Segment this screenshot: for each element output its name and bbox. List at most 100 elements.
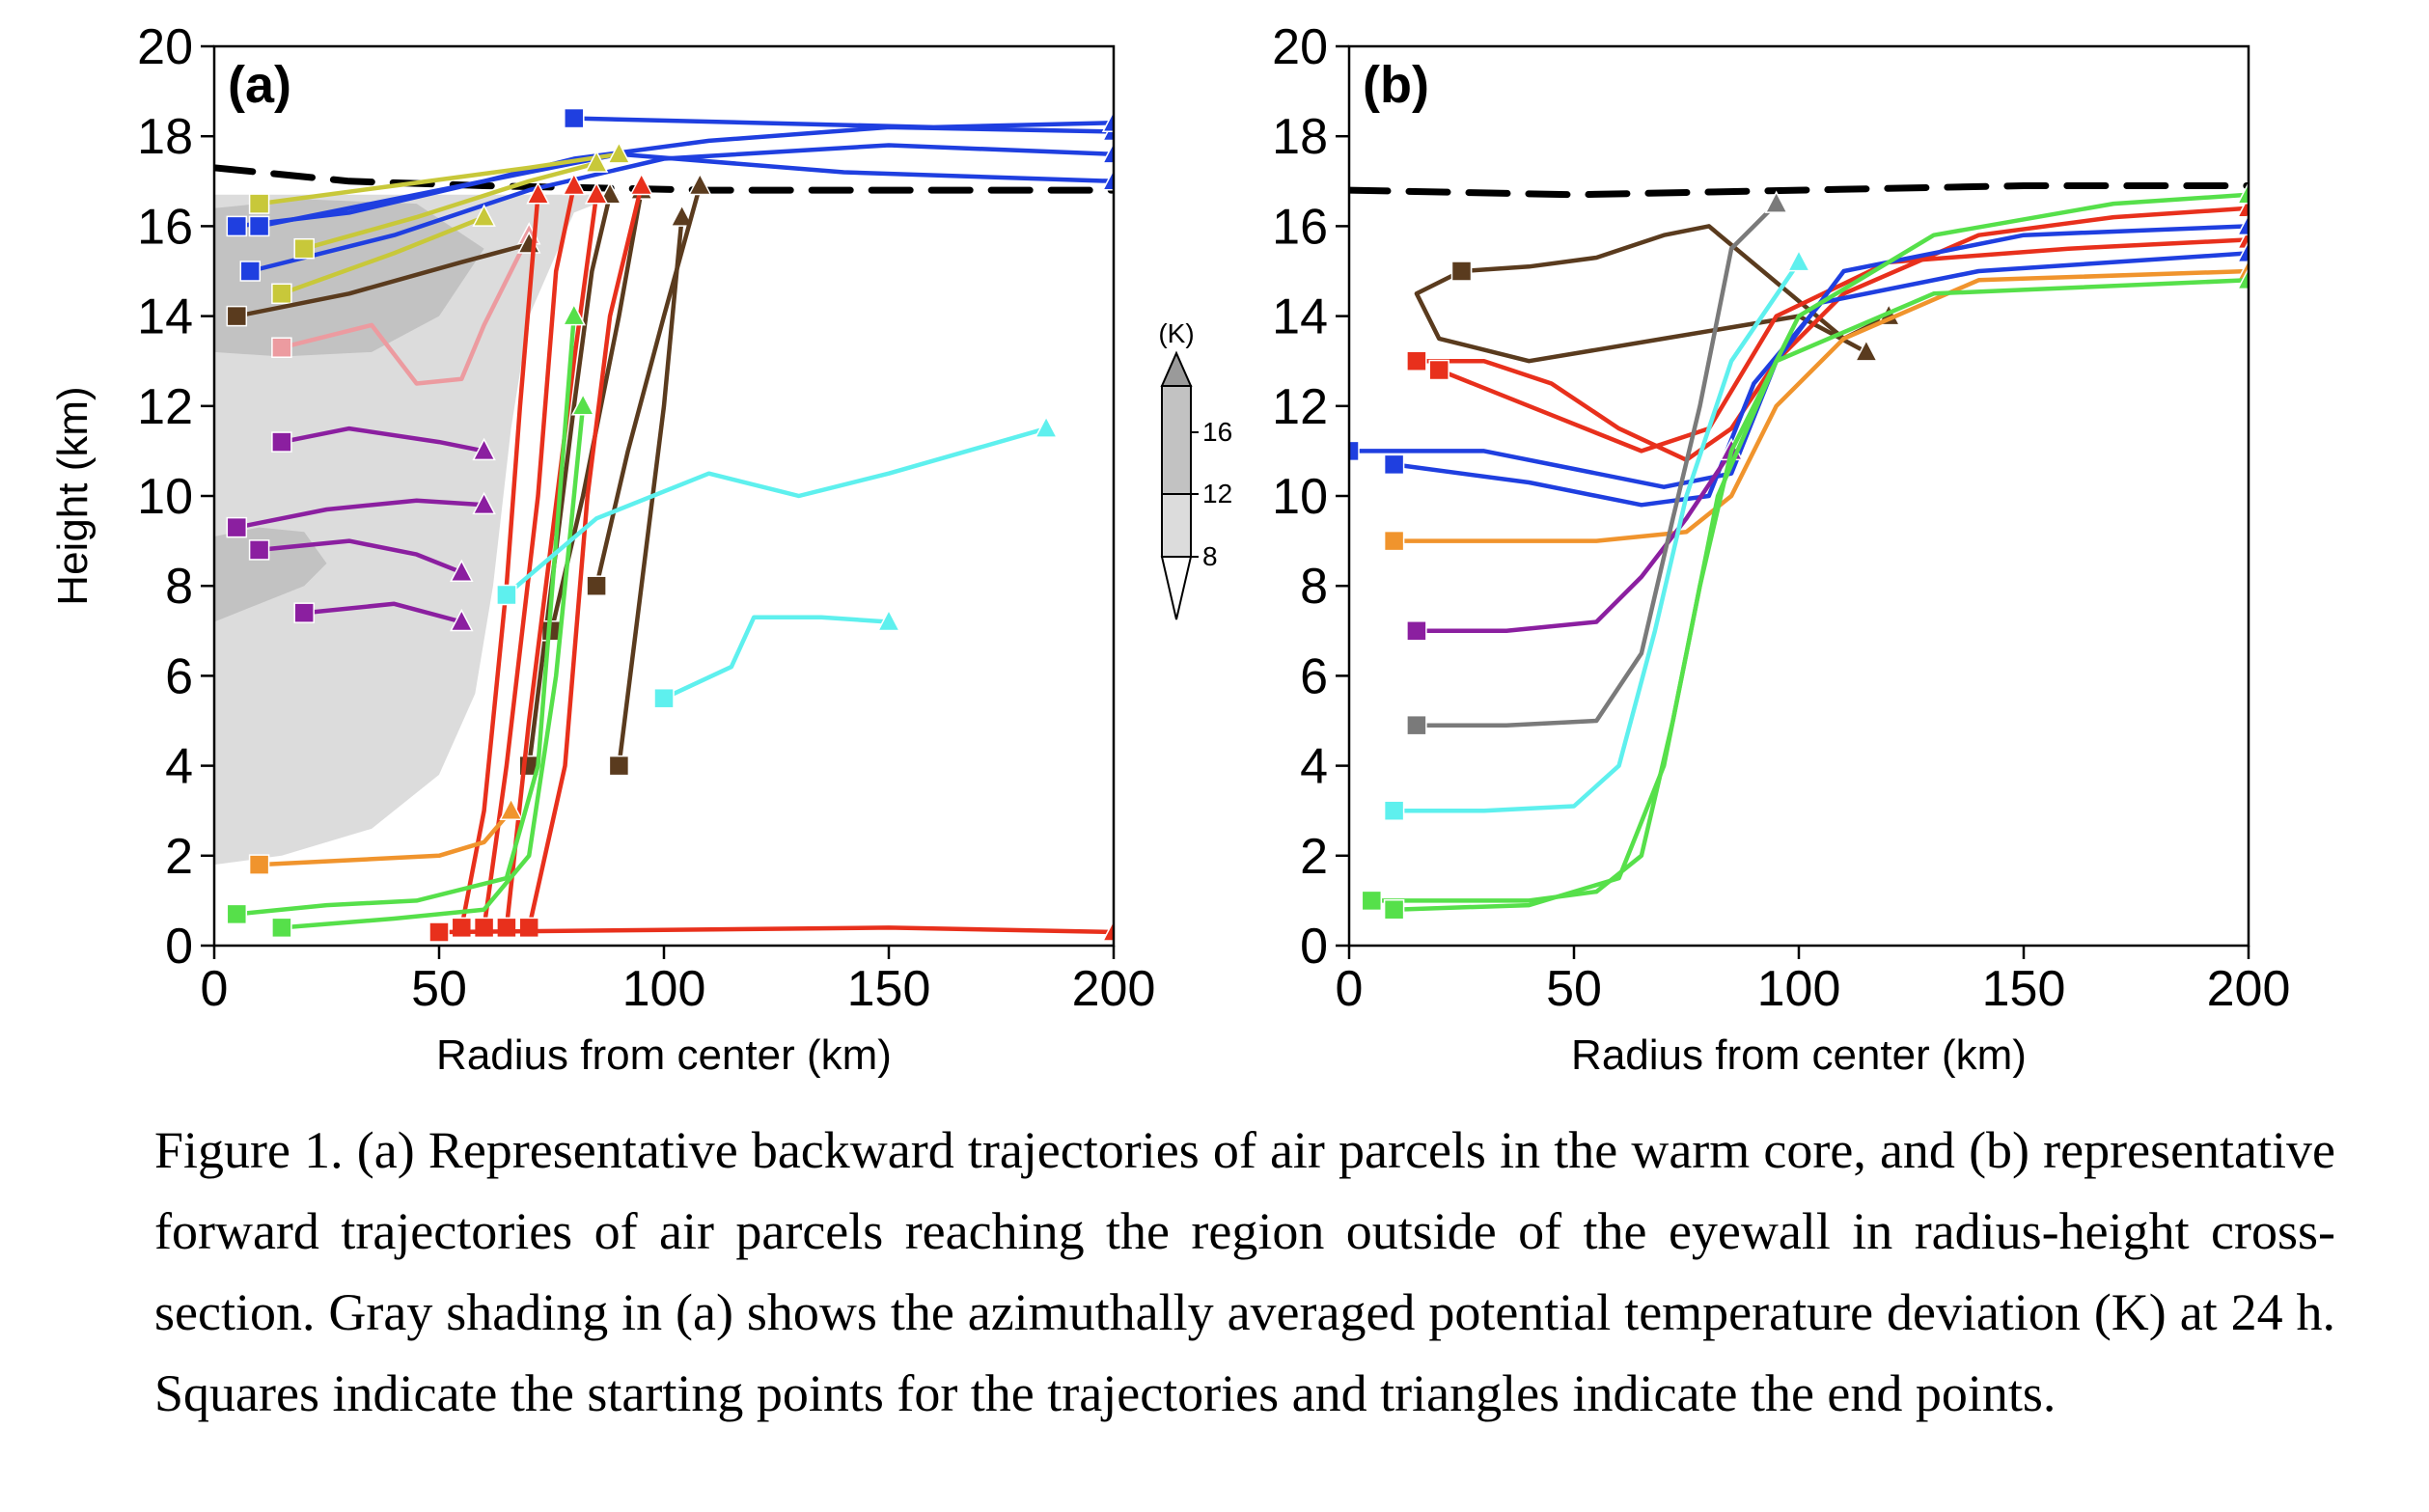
trajectory-line-6 bbox=[1392, 251, 2249, 508]
x-axis-label: Radius from center (km) bbox=[1571, 1031, 2027, 1079]
y-axis-label: Height (km) bbox=[49, 386, 97, 605]
trajectory-line-16 bbox=[257, 538, 464, 575]
x-tick-label: 50 bbox=[411, 961, 467, 1017]
y-tick-label: 0 bbox=[1300, 919, 1328, 975]
trajectory-line-24 bbox=[235, 314, 577, 917]
end-triangle-marker bbox=[1854, 339, 1879, 362]
panel-label: (a) bbox=[228, 56, 291, 114]
start-square-marker bbox=[451, 917, 473, 939]
end-triangle-marker bbox=[450, 608, 474, 632]
colorbar-top-triangle bbox=[1160, 350, 1193, 387]
start-square-marker bbox=[1361, 890, 1383, 912]
trajectory-line-4 bbox=[571, 116, 1114, 130]
start-square-marker bbox=[226, 903, 248, 925]
trajectory-line-23 bbox=[257, 808, 513, 867]
start-square-marker bbox=[496, 584, 517, 606]
x-tick-label: 200 bbox=[2207, 961, 2291, 1017]
colorbar-tick-12: 12 bbox=[1202, 479, 1232, 509]
start-square-marker bbox=[293, 237, 315, 260]
end-triangle-marker bbox=[1764, 190, 1788, 213]
y-tick-label: 4 bbox=[1300, 739, 1328, 795]
trajectory-line-0 bbox=[1349, 182, 2249, 199]
end-triangle-marker bbox=[2236, 212, 2249, 236]
start-square-marker bbox=[428, 921, 450, 943]
start-square-marker bbox=[1383, 800, 1405, 821]
start-square-marker bbox=[1383, 454, 1405, 476]
y-tick-label: 20 bbox=[1272, 19, 1328, 75]
y-tick-label: 18 bbox=[137, 109, 193, 165]
x-tick-label: 0 bbox=[1336, 961, 1364, 1017]
plot-area bbox=[1349, 181, 2249, 921]
y-tick-label: 12 bbox=[137, 379, 193, 435]
end-triangle-marker bbox=[607, 141, 631, 164]
trajectory-line-8 bbox=[1414, 449, 1734, 634]
colorbar-unit: (K) bbox=[1158, 318, 1194, 348]
end-triangle-marker bbox=[570, 393, 595, 416]
end-triangle-marker bbox=[1786, 249, 1811, 272]
trajectory-line-21 bbox=[526, 183, 644, 930]
x-tick-label: 100 bbox=[622, 961, 706, 1017]
trajectory-line-15 bbox=[235, 498, 486, 530]
y-tick-label: 12 bbox=[1272, 379, 1328, 435]
start-square-marker bbox=[248, 215, 270, 237]
y-tick-label: 16 bbox=[137, 199, 193, 255]
start-square-marker bbox=[239, 261, 262, 282]
trajectory-line-19 bbox=[482, 183, 577, 930]
trajectory-line-4 bbox=[1436, 237, 2249, 454]
start-square-marker bbox=[1406, 714, 1427, 736]
end-triangle-marker bbox=[876, 608, 901, 632]
x-tick-label: 0 bbox=[201, 961, 229, 1017]
start-square-marker bbox=[518, 917, 539, 939]
x-tick-label: 150 bbox=[847, 961, 931, 1017]
x-axis-label: Radius from center (km) bbox=[436, 1031, 892, 1079]
y-tick-label: 14 bbox=[1272, 289, 1328, 345]
start-square-marker bbox=[248, 854, 270, 875]
colorbar-mid bbox=[1161, 493, 1192, 558]
trajectory-line-7 bbox=[279, 214, 486, 296]
start-square-marker bbox=[496, 917, 517, 939]
figure-caption: Figure 1. (a) Representative backward tr… bbox=[154, 1121, 2335, 1422]
trajectory-line-17 bbox=[301, 601, 464, 624]
end-triangle-marker bbox=[472, 437, 496, 461]
y-tick-label: 2 bbox=[165, 829, 193, 885]
panel-a-chart: 0 50 100 150 200 0 2 4 6 8 10 12 14 16 18 20 Radius from… bbox=[49, 19, 1155, 1079]
trajectory-line-1 bbox=[1459, 224, 1891, 342]
trajectory-line-12 bbox=[1392, 278, 2249, 912]
trajectory-line-0 bbox=[214, 164, 1114, 194]
y-tick-label: 6 bbox=[165, 648, 193, 704]
y-tick-label: 10 bbox=[137, 469, 193, 525]
colorbar-bottom-triangle bbox=[1160, 556, 1193, 620]
end-triangle-marker bbox=[1034, 415, 1059, 438]
start-square-marker bbox=[1383, 530, 1405, 552]
colorbar-tick-16: 16 bbox=[1202, 417, 1232, 447]
end-triangle-marker bbox=[562, 302, 587, 326]
colorbar-tick-8: 8 bbox=[1202, 541, 1218, 571]
trajectory-line-12 bbox=[617, 214, 684, 768]
start-square-marker bbox=[1406, 620, 1427, 642]
end-triangle-marker bbox=[629, 172, 653, 196]
start-square-marker bbox=[226, 215, 248, 237]
start-square-marker bbox=[653, 687, 675, 709]
start-square-marker bbox=[271, 917, 292, 939]
end-triangle-marker bbox=[2236, 239, 2249, 263]
y-tick-label: 10 bbox=[1272, 469, 1328, 525]
end-triangle-marker bbox=[472, 204, 496, 227]
start-square-marker bbox=[1406, 350, 1427, 371]
end-triangle-marker bbox=[1101, 919, 1114, 942]
y-tick-label: 8 bbox=[165, 559, 193, 615]
trajectory-line-2 bbox=[248, 143, 1114, 274]
end-triangle-marker bbox=[584, 181, 609, 205]
x-tick-label: 200 bbox=[1072, 961, 1156, 1017]
start-square-marker bbox=[248, 539, 270, 561]
trajectory-line-27 bbox=[661, 615, 892, 701]
start-square-marker bbox=[608, 755, 630, 777]
start-square-marker bbox=[293, 602, 315, 623]
shading-region-0 bbox=[214, 194, 620, 866]
trajectory-line-20 bbox=[504, 192, 599, 930]
y-tick-label: 20 bbox=[137, 19, 193, 75]
panel-label: (b) bbox=[1363, 56, 1429, 114]
trajectory-line-25 bbox=[279, 403, 586, 930]
start-square-marker bbox=[473, 917, 495, 939]
y-tick-label: 8 bbox=[1300, 559, 1328, 615]
shading-region-2 bbox=[214, 199, 484, 357]
